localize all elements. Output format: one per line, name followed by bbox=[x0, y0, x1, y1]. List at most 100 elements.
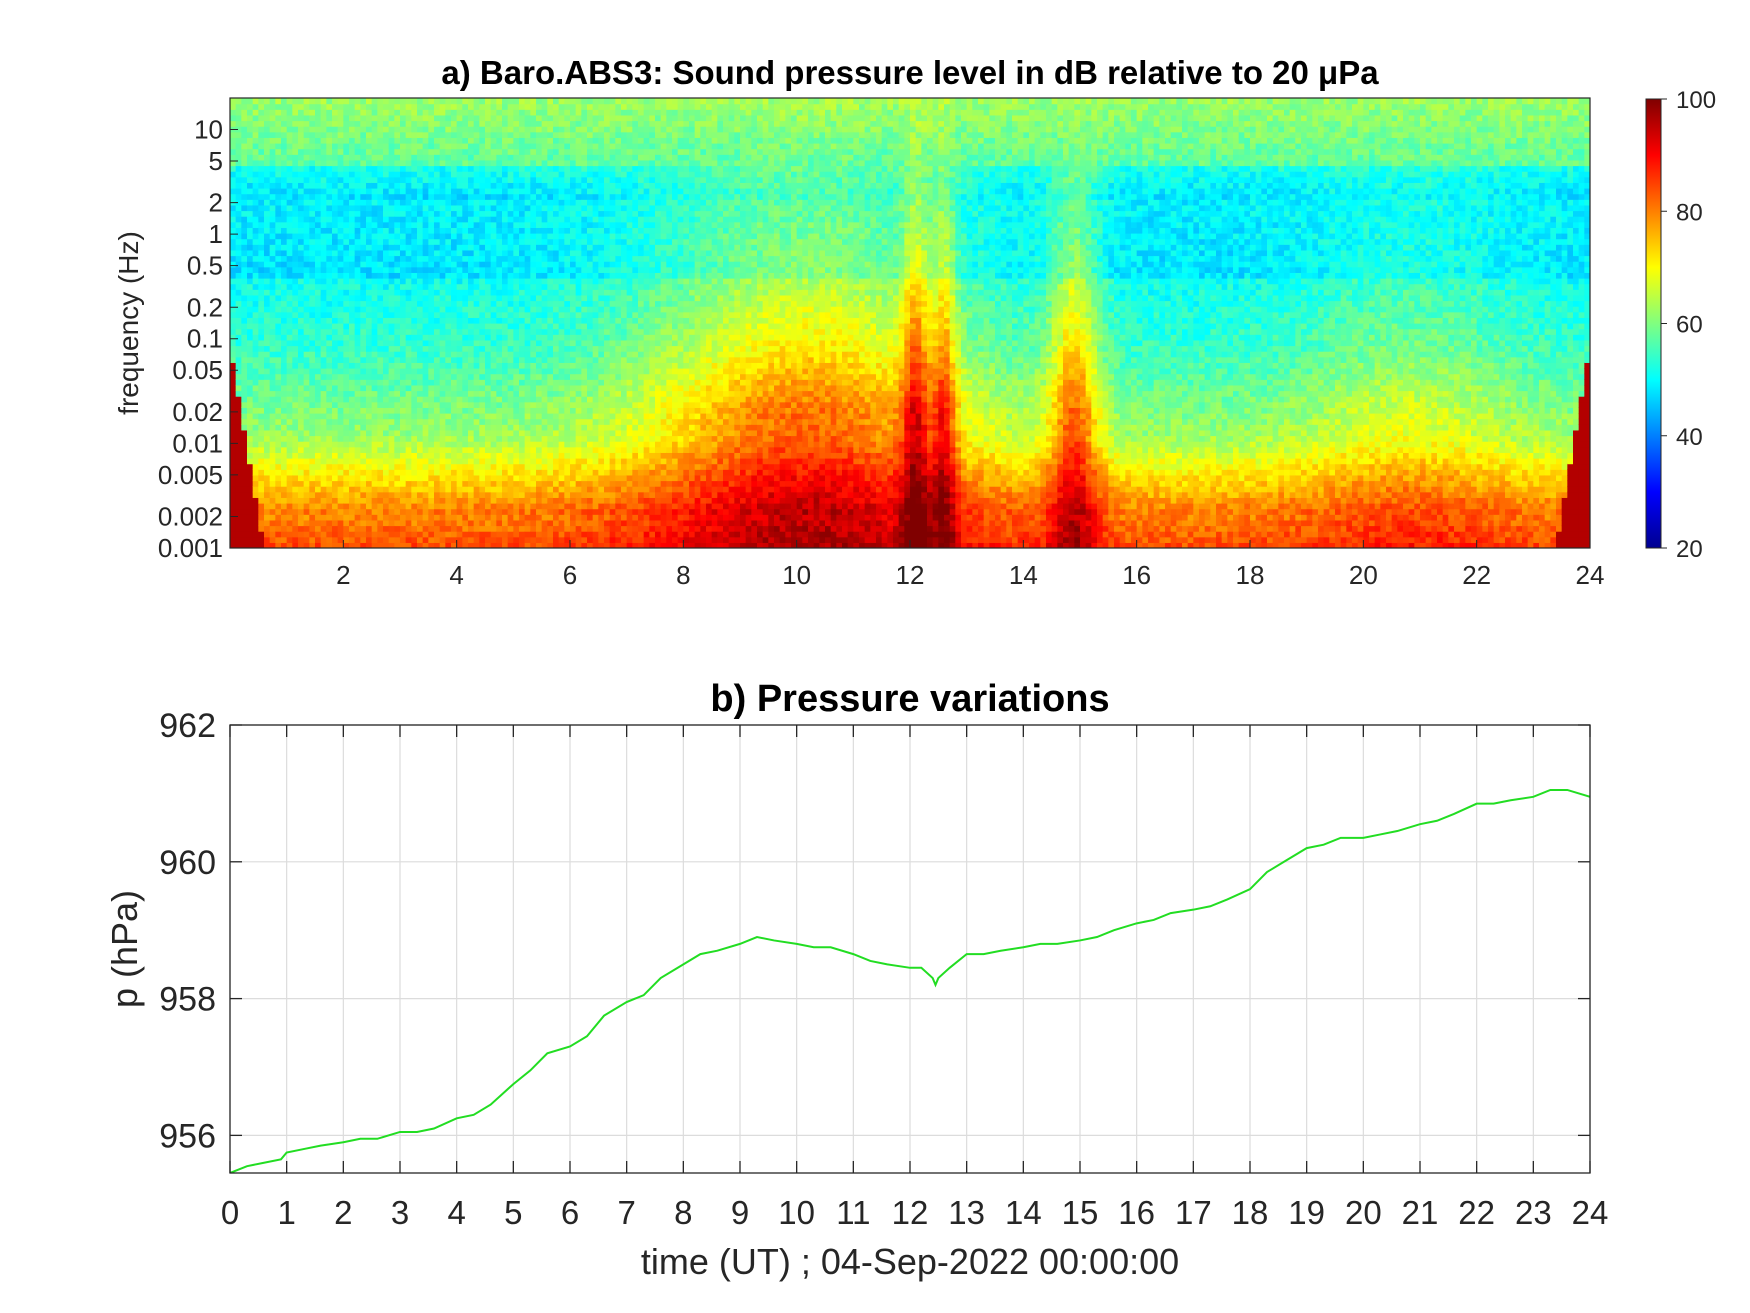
heatmap-cell bbox=[428, 413, 435, 420]
heatmap-cell bbox=[558, 109, 565, 116]
heatmap-cell bbox=[326, 182, 333, 189]
heatmap-cell bbox=[349, 148, 356, 155]
heatmap-cell bbox=[315, 458, 322, 465]
heatmap-cell bbox=[286, 109, 293, 116]
heatmap-cell bbox=[286, 536, 293, 543]
heatmap-cell bbox=[428, 323, 435, 330]
heatmap-cell bbox=[445, 216, 452, 223]
heatmap-cell bbox=[275, 458, 282, 465]
heatmap-cell bbox=[360, 176, 367, 183]
heatmap-cell bbox=[281, 204, 288, 212]
heatmap-cell bbox=[564, 283, 571, 290]
heatmap-cell bbox=[337, 536, 344, 543]
heatmap-cell bbox=[286, 373, 293, 380]
heatmap-cell bbox=[343, 317, 350, 324]
heatmap-cell bbox=[496, 424, 503, 431]
heatmap-cell bbox=[428, 519, 435, 527]
heatmap-cell bbox=[337, 441, 344, 448]
heatmap-cell bbox=[451, 424, 458, 431]
heatmap-cell bbox=[575, 384, 582, 392]
heatmap-cell bbox=[553, 182, 560, 189]
heatmap-cell bbox=[519, 154, 526, 161]
heatmap-cell bbox=[241, 255, 248, 262]
heatmap-cell bbox=[570, 126, 577, 133]
heatmap-cell bbox=[434, 418, 441, 425]
heatmap-cell bbox=[354, 306, 361, 313]
heatmap-cell bbox=[524, 508, 531, 515]
heatmap-cell bbox=[400, 379, 407, 386]
heatmap-cell bbox=[553, 334, 560, 341]
heatmap-cell bbox=[360, 210, 367, 217]
heatmap-cell bbox=[230, 283, 237, 290]
heatmap-cell bbox=[411, 306, 418, 313]
heatmap-cell bbox=[354, 508, 361, 515]
heatmap-cell bbox=[422, 227, 429, 234]
heatmap-cell bbox=[507, 373, 514, 380]
heatmap-cell bbox=[439, 131, 446, 138]
heatmap-cell bbox=[303, 109, 310, 116]
heatmap-cell bbox=[281, 441, 288, 448]
heatmap-cell bbox=[388, 233, 395, 240]
heatmap-cell bbox=[281, 171, 288, 178]
heatmap-cell bbox=[400, 474, 407, 482]
heatmap-cell bbox=[462, 390, 469, 397]
heatmap-cell bbox=[292, 199, 299, 206]
heatmap-cell bbox=[570, 188, 577, 195]
heatmap-cell bbox=[445, 289, 452, 296]
heatmap-cell bbox=[371, 114, 378, 122]
heatmap-cell bbox=[485, 413, 492, 420]
heatmap-cell bbox=[252, 345, 259, 352]
heatmap-cell bbox=[349, 351, 356, 358]
heatmap-cell bbox=[553, 261, 560, 268]
heatmap-cell bbox=[264, 491, 271, 498]
heatmap-cell bbox=[462, 188, 469, 195]
heatmap-cell bbox=[337, 216, 344, 223]
heatmap-cell bbox=[519, 503, 526, 510]
heatmap-cell bbox=[332, 204, 339, 212]
heatmap-cell bbox=[570, 519, 577, 527]
heatmap-cell bbox=[332, 317, 339, 324]
heatmap-cell bbox=[292, 519, 299, 527]
heatmap-cell bbox=[524, 233, 531, 240]
heatmap-cell bbox=[332, 283, 339, 290]
heatmap-cell bbox=[468, 384, 475, 392]
heatmap-cell bbox=[349, 266, 356, 273]
heatmap-cell bbox=[445, 323, 452, 330]
heatmap-cell bbox=[366, 368, 373, 375]
heatmap-cell bbox=[309, 244, 316, 251]
heatmap-cell bbox=[275, 109, 282, 116]
heatmap-cell bbox=[269, 109, 276, 116]
heatmap-cell bbox=[360, 143, 367, 150]
heatmap-cell bbox=[258, 306, 265, 313]
heatmap-cell bbox=[417, 306, 424, 313]
heatmap-cell bbox=[349, 210, 356, 217]
heatmap-cell bbox=[558, 289, 565, 296]
heatmap-cell bbox=[383, 188, 390, 195]
heatmap-cell bbox=[524, 362, 531, 369]
heatmap-cell bbox=[530, 120, 537, 127]
heatmap-cell bbox=[326, 120, 333, 127]
heatmap-cell bbox=[315, 536, 322, 543]
heatmap-cell bbox=[247, 176, 254, 183]
heatmap-cell bbox=[371, 244, 378, 251]
heatmap-cell bbox=[230, 424, 237, 431]
heatmap-cell bbox=[332, 486, 339, 493]
heatmap-cell bbox=[371, 278, 378, 285]
heatmap-cell bbox=[354, 261, 361, 268]
heatmap-cell bbox=[456, 491, 463, 498]
heatmap-cell bbox=[575, 199, 582, 206]
heatmap-cell bbox=[343, 244, 350, 251]
heatmap-cell bbox=[252, 458, 259, 465]
heatmap-cell bbox=[247, 193, 254, 200]
heatmap-cell bbox=[547, 441, 554, 448]
heatmap-cell bbox=[530, 424, 537, 431]
heatmap-cell bbox=[422, 407, 429, 414]
heatmap-cell bbox=[332, 396, 339, 403]
heatmap-cell bbox=[366, 407, 373, 414]
heatmap-cell bbox=[349, 311, 356, 318]
heatmap-cell bbox=[553, 244, 560, 251]
heatmap-cell bbox=[377, 536, 384, 543]
heatmap-cell bbox=[507, 429, 514, 437]
heatmap-cell bbox=[524, 261, 531, 268]
heatmap-cell bbox=[394, 294, 401, 302]
